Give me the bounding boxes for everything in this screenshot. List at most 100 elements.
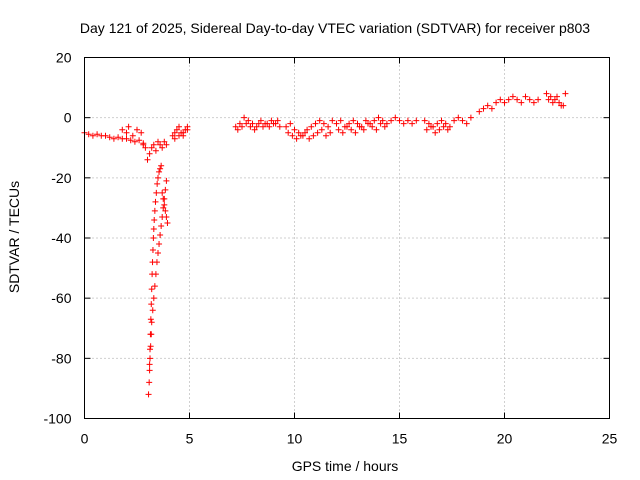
y-tick-label: -40: [51, 230, 71, 246]
data-point: [371, 117, 378, 124]
data-point: [239, 123, 245, 130]
data-point: [158, 162, 165, 169]
data-point: [164, 219, 171, 226]
data-point: [148, 286, 155, 293]
data-point: [530, 99, 537, 106]
data-point: [509, 93, 516, 100]
data-point: [136, 137, 143, 144]
data-point: [115, 134, 122, 141]
data-point: [268, 117, 275, 124]
data-point: [333, 120, 340, 127]
data-point: [272, 120, 279, 127]
data-point: [251, 126, 258, 133]
data-point: [442, 120, 449, 127]
data-point: [547, 93, 554, 100]
data-point: [562, 90, 569, 97]
data-point: [302, 129, 308, 136]
data-point: [545, 96, 552, 103]
data-point: [549, 99, 556, 106]
data-point: [362, 117, 369, 124]
y-tick-label: -80: [51, 350, 71, 366]
y-tick-label: -60: [51, 290, 71, 306]
data-point: [169, 132, 176, 139]
data-point: [123, 135, 130, 142]
data-point: [325, 123, 332, 130]
data-point: [421, 117, 428, 124]
data-point: [493, 99, 500, 106]
data-point: [247, 123, 254, 130]
data-point: [260, 123, 266, 130]
data-point: [323, 132, 329, 139]
data-point: [149, 259, 156, 266]
data-point: [163, 213, 170, 220]
data-point: [344, 123, 350, 130]
data-point: [306, 135, 313, 142]
y-axis-label: SDTVAR / TECUs: [6, 181, 22, 293]
data-point: [377, 120, 384, 127]
data-point: [381, 123, 388, 130]
data-point: [379, 117, 386, 124]
data-point: [318, 126, 325, 133]
data-point: [150, 141, 157, 148]
data-point: [554, 93, 560, 100]
data-point: [156, 241, 163, 248]
data-point: [535, 96, 542, 103]
data-point: [404, 117, 411, 124]
x-tick-label: 5: [186, 431, 194, 447]
data-point: [155, 174, 161, 181]
data-point: [451, 117, 458, 124]
data-point: [488, 105, 495, 112]
data-point: [149, 247, 156, 254]
data-point: [314, 129, 321, 136]
data-point: [505, 96, 512, 103]
data-point: [320, 120, 327, 127]
data-point: [432, 129, 439, 136]
data-point: [125, 123, 132, 130]
data-point: [438, 117, 445, 124]
y-tick-label: 20: [56, 50, 72, 66]
y-tick-label: -20: [51, 170, 71, 186]
data-point: [134, 126, 140, 133]
grid-lines: [84, 57, 610, 419]
data-point: [480, 105, 487, 112]
data-point: [428, 123, 434, 130]
data-point: [160, 204, 167, 211]
data-point: [159, 144, 166, 151]
data-point: [365, 120, 371, 127]
data-point: [157, 141, 164, 148]
data-point: [176, 123, 182, 130]
data-point: [346, 120, 353, 127]
data-point: [163, 177, 170, 184]
data-point: [156, 168, 163, 175]
data-point: [161, 138, 168, 145]
data-point: [123, 129, 130, 136]
data-point: [131, 138, 138, 145]
data-point: [160, 195, 167, 202]
data-point: [146, 150, 153, 157]
data-point: [146, 361, 153, 368]
data-point: [162, 186, 169, 193]
data-point: [234, 126, 241, 133]
data-point: [446, 123, 453, 130]
data-point: [142, 144, 149, 151]
data-point: [329, 117, 336, 124]
data-point: [245, 117, 252, 124]
data-point: [266, 123, 273, 130]
y-tick-label: 0: [64, 110, 72, 126]
data-point: [255, 120, 262, 127]
data-point: [291, 126, 298, 133]
data-point: [148, 144, 155, 151]
data-point: [138, 129, 145, 136]
data-point: [180, 129, 187, 136]
data-point: [102, 132, 109, 139]
data-point: [409, 120, 416, 127]
data-point: [162, 207, 169, 214]
data-point: [264, 120, 271, 127]
data-point: [151, 207, 158, 214]
data-point: [289, 132, 296, 139]
data-points: [81, 90, 569, 398]
axis-ticks: [84, 57, 610, 419]
data-point: [522, 93, 529, 100]
data-point: [350, 117, 357, 124]
